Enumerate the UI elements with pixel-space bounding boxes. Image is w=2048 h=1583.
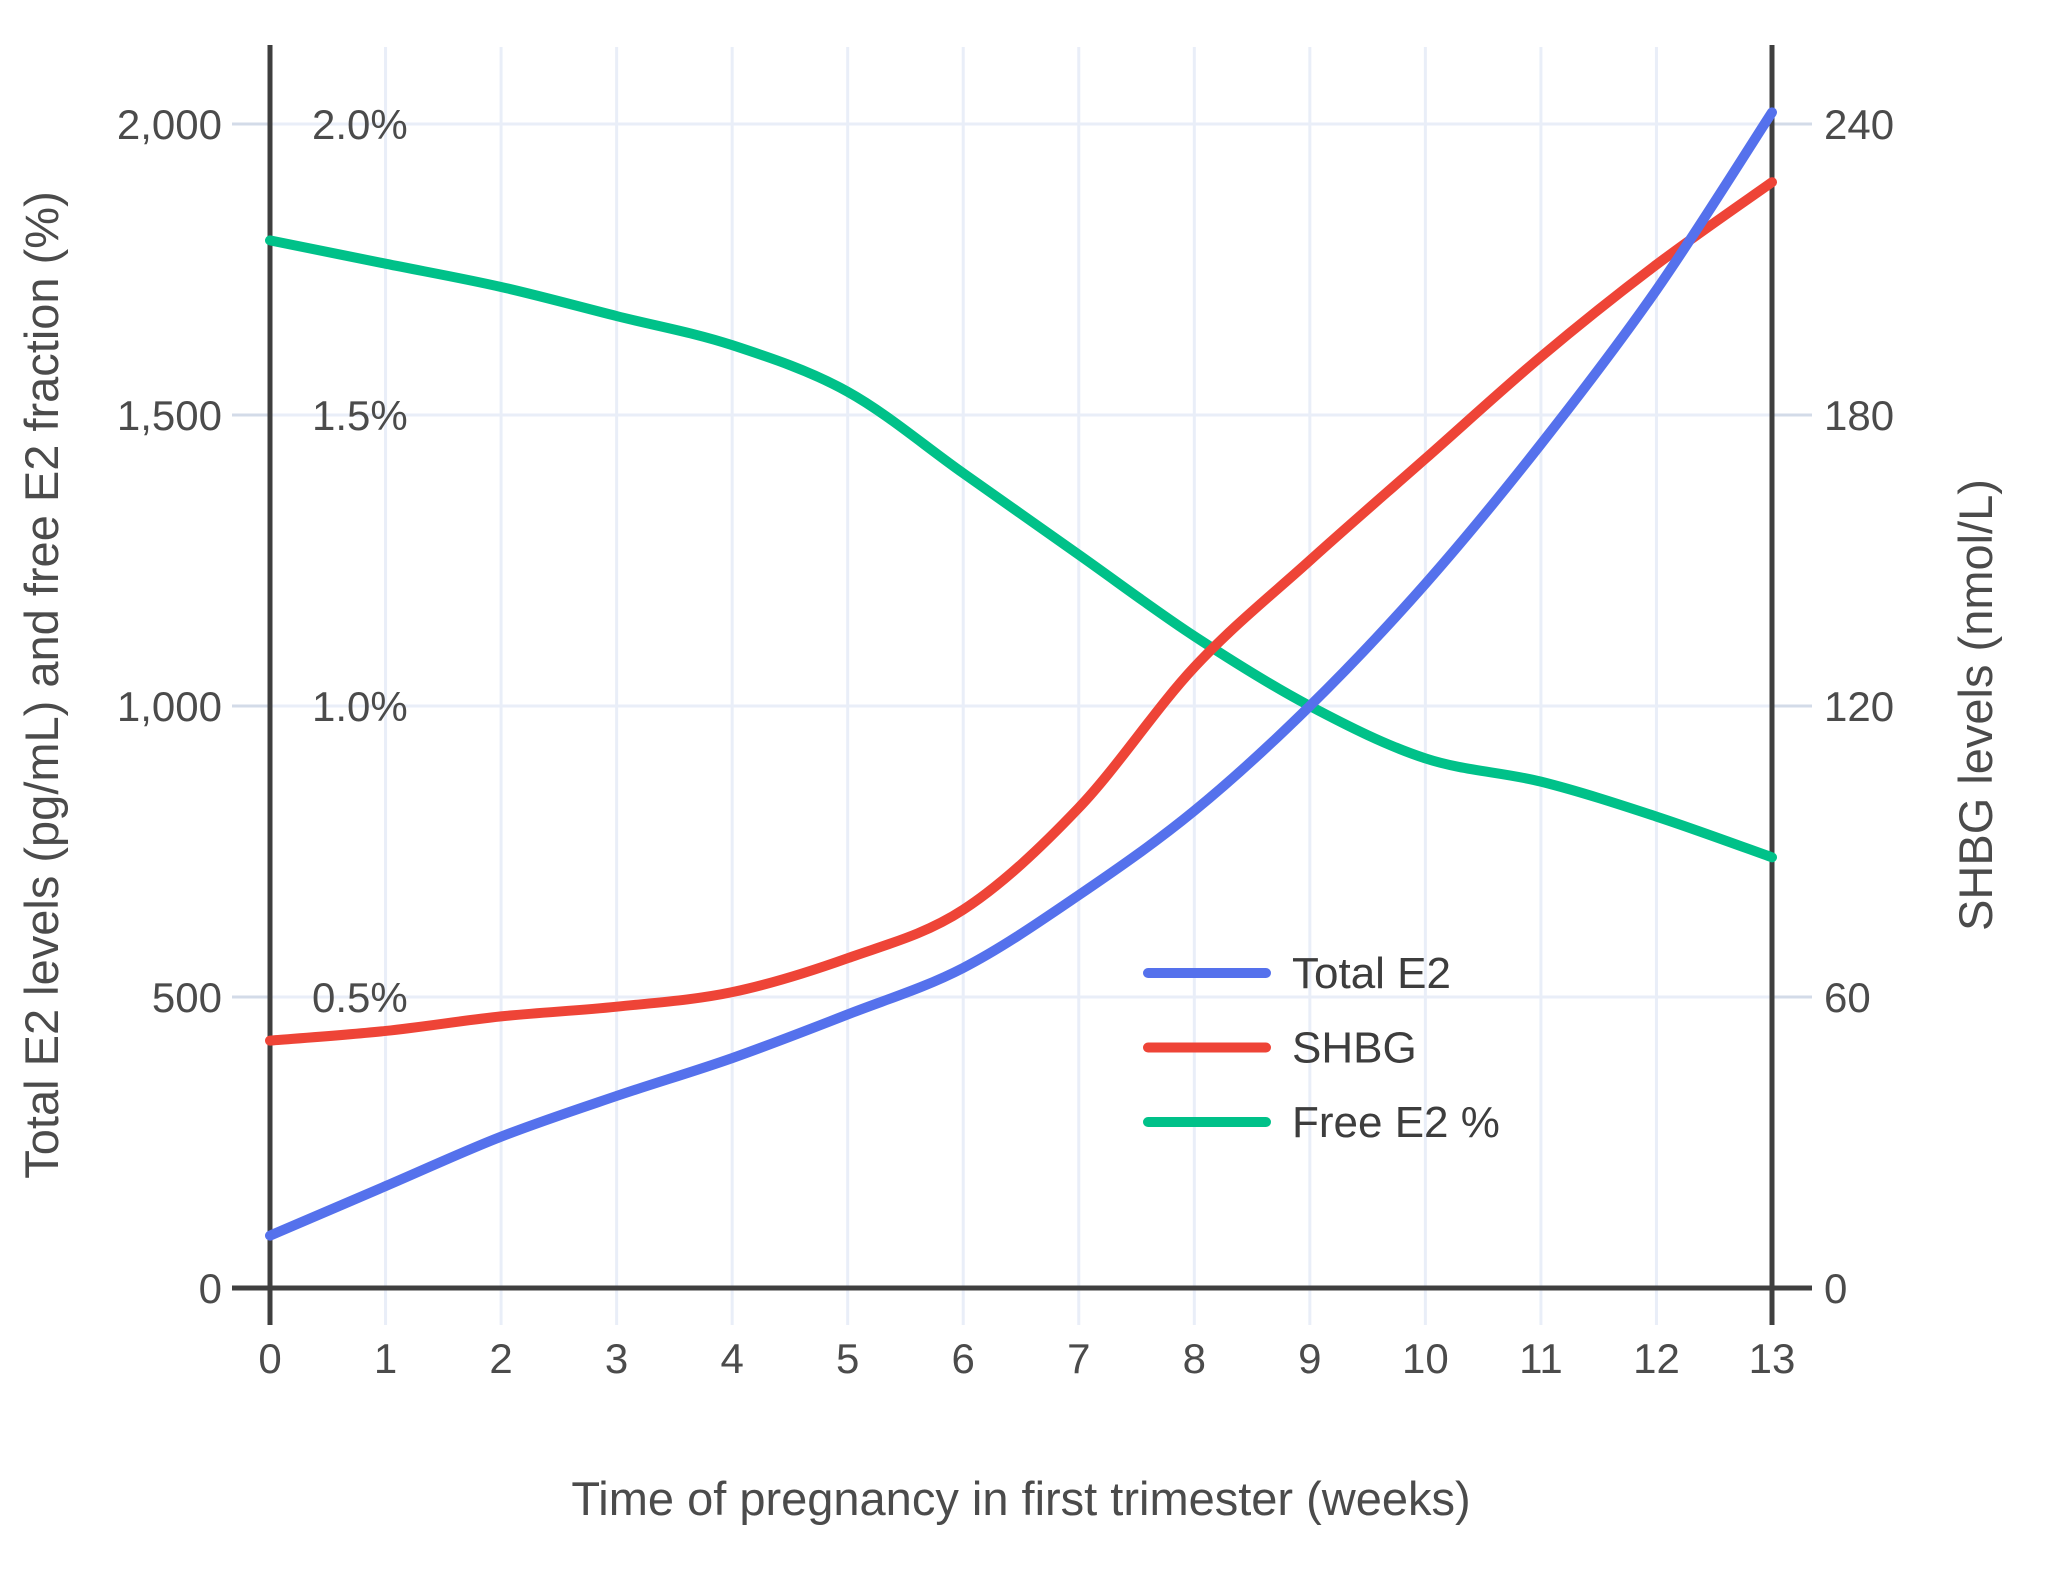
- x-axis-tick-label: 13: [1749, 1335, 1796, 1382]
- legend-label-3: Free E2 %: [1292, 1098, 1500, 1147]
- y-axis-right-tick-label: 60: [1824, 974, 1871, 1021]
- series-line-shbg: [265, 177, 1777, 1046]
- y-axis-left-tick-label: 2,000: [117, 101, 222, 148]
- y-axis-right-tick-label: 120: [1824, 683, 1894, 730]
- x-axis-tick-label: 0: [258, 1335, 281, 1382]
- series-line-total-e2: [265, 107, 1777, 1241]
- y-axis-percent-tick-label: 0.5%: [312, 974, 408, 1021]
- x-axis-tick-label: 9: [1298, 1335, 1321, 1382]
- y-axis-right-tick-label: 240: [1824, 101, 1894, 148]
- legend-label-1: Total E2: [1292, 949, 1451, 998]
- x-axis-tick-label: 2: [489, 1335, 512, 1382]
- y-axis-left-tick-label: 500: [152, 974, 222, 1021]
- y-axis-left-tick-label: 0: [199, 1265, 222, 1312]
- left-axis-title: Total E2 levels (pg/mL) and free E2 frac…: [15, 191, 68, 1178]
- label-layer: 05001,0001,5002,0000.5%1.0%1.5%2.0%06012…: [15, 101, 2002, 1525]
- y-axis-percent-tick-label: 1.5%: [312, 392, 408, 439]
- axis-layer: [232, 45, 1812, 1325]
- legend: Total E2 SHBG Free E2 %: [1143, 949, 1500, 1147]
- grid-layer: [232, 47, 1812, 1325]
- x-axis-tick-label: 4: [720, 1335, 743, 1382]
- y-axis-left-tick-label: 1,000: [117, 683, 222, 730]
- x-axis-tick-label: 7: [1067, 1335, 1090, 1382]
- series-layer: [265, 107, 1777, 1241]
- y-axis-right-tick-label: 0: [1824, 1265, 1847, 1312]
- y-axis-percent-tick-label: 1.0%: [312, 683, 408, 730]
- x-axis-tick-label: 8: [1183, 1335, 1206, 1382]
- x-axis-tick-label: 12: [1633, 1335, 1680, 1382]
- legend-label-2: SHBG: [1292, 1024, 1417, 1073]
- x-axis-tick-label: 1: [374, 1335, 397, 1382]
- right-axis-title: SHBG levels (nmol/L): [1949, 479, 2002, 931]
- x-axis-tick-label: 6: [952, 1335, 975, 1382]
- x-axis-tick-label: 5: [836, 1335, 859, 1382]
- y-axis-right-tick-label: 180: [1824, 392, 1894, 439]
- y-axis-left-tick-label: 1,500: [117, 392, 222, 439]
- x-axis-tick-label: 11: [1519, 1335, 1563, 1382]
- x-axis-tick-label: 3: [605, 1335, 628, 1382]
- series-line-free-e2-: [265, 235, 1777, 863]
- y-axis-percent-tick-label: 2.0%: [312, 101, 408, 148]
- x-axis-tick-label: 10: [1402, 1335, 1449, 1382]
- x-axis-title: Time of pregnancy in first trimester (we…: [571, 1472, 1470, 1525]
